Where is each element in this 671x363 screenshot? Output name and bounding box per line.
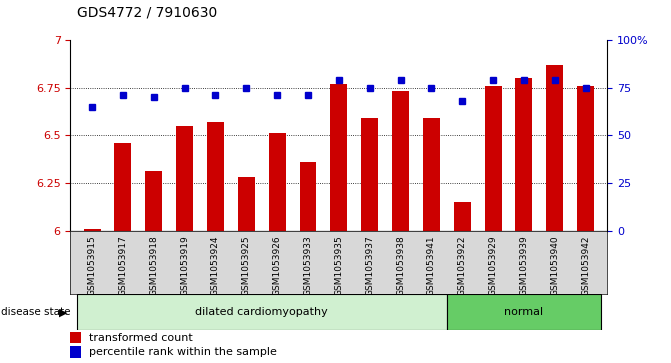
Text: GSM1053925: GSM1053925 [242,236,251,296]
Text: GSM1053915: GSM1053915 [87,236,97,296]
Text: GSM1053941: GSM1053941 [427,236,436,296]
Bar [577,86,594,231]
Bar [145,171,162,231]
Bar [361,118,378,231]
Text: GSM1053933: GSM1053933 [303,236,313,296]
Bar [207,122,224,231]
Text: GSM1053918: GSM1053918 [149,236,158,296]
Bar [70,346,81,358]
Bar [546,65,563,231]
Text: GDS4772 / 7910630: GDS4772 / 7910630 [77,6,217,20]
Bar [70,332,81,343]
Bar [268,133,286,231]
Text: GSM1053926: GSM1053926 [272,236,282,296]
Text: GSM1053929: GSM1053929 [488,236,498,296]
Bar [423,118,440,231]
Bar [454,202,471,231]
Text: normal: normal [505,307,544,317]
Text: GSM1053942: GSM1053942 [581,236,590,296]
Bar [238,177,255,231]
Bar [299,162,317,231]
Text: percentile rank within the sample: percentile rank within the sample [89,347,277,357]
Bar [76,294,447,330]
Text: dilated cardiomyopathy: dilated cardiomyopathy [195,307,328,317]
Text: ▶: ▶ [58,307,67,317]
Text: GSM1053919: GSM1053919 [180,236,189,296]
Bar [176,126,193,231]
Bar [115,143,132,231]
Text: GSM1053924: GSM1053924 [211,236,220,296]
Text: GSM1053939: GSM1053939 [519,236,529,296]
Bar [392,91,409,231]
Text: transformed count: transformed count [89,333,193,343]
Bar [484,86,502,231]
Text: GSM1053938: GSM1053938 [396,236,405,296]
Text: GSM1053935: GSM1053935 [334,236,344,296]
Text: GSM1053937: GSM1053937 [365,236,374,296]
Bar [515,78,533,231]
Text: disease state: disease state [1,307,70,317]
Text: GSM1053922: GSM1053922 [458,236,467,296]
Bar [447,294,601,330]
Text: GSM1053940: GSM1053940 [550,236,560,296]
Text: GSM1053917: GSM1053917 [118,236,127,296]
Bar [84,229,101,231]
Bar [330,84,348,231]
